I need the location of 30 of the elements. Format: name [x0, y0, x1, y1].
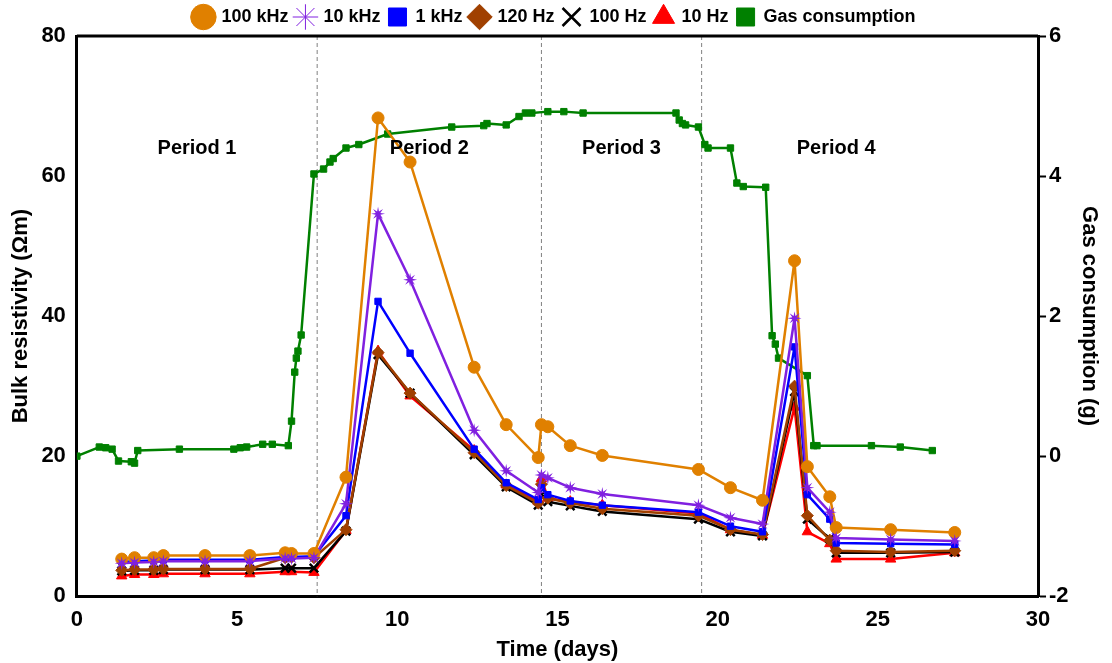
legend-label: 1 kHz [415, 5, 463, 26]
annotation: Period 4 [796, 135, 877, 158]
y-axis-title: Bulk resistivity (Ωm) [7, 208, 33, 424]
legend-label: 100 Hz [589, 5, 647, 26]
y2-tick-label: -2 [1049, 582, 1069, 608]
annotation: Period 1 [157, 135, 237, 158]
x-tick-label: 20 [705, 606, 730, 632]
y2-axis-title: Gas consumption (g) [1077, 206, 1103, 427]
x-tick-label: 30 [1025, 606, 1051, 632]
legend-label: 100 kHz [221, 5, 289, 26]
x-tick-label: 10 [385, 606, 410, 632]
legend-label: 120 Hz [497, 5, 555, 26]
legend-label: 10 kHz [323, 5, 381, 26]
legend-label: Gas consumption [763, 5, 916, 26]
y2-tick-label: 0 [1049, 442, 1062, 468]
y2-tick-label: 4 [1049, 162, 1063, 188]
x-tick-label: 0 [70, 606, 83, 632]
x-tick-label: 5 [230, 606, 244, 632]
y2-tick-label: 6 [1049, 22, 1062, 48]
y2-tick-label: 2 [1049, 302, 1062, 328]
y-tick-label: 40 [41, 302, 66, 328]
y-tick-label: 60 [41, 162, 66, 188]
x-tick-label: 25 [865, 606, 891, 632]
annotation: Period 3 [582, 135, 661, 158]
y-tick-label: 20 [41, 442, 66, 468]
x-tick-label: 15 [545, 606, 570, 632]
y-tick-label: 80 [41, 22, 66, 48]
legend-label: 10 Hz [681, 5, 729, 26]
y-tick-label: 0 [53, 582, 66, 608]
x-axis-title: Time (days) [496, 635, 619, 661]
